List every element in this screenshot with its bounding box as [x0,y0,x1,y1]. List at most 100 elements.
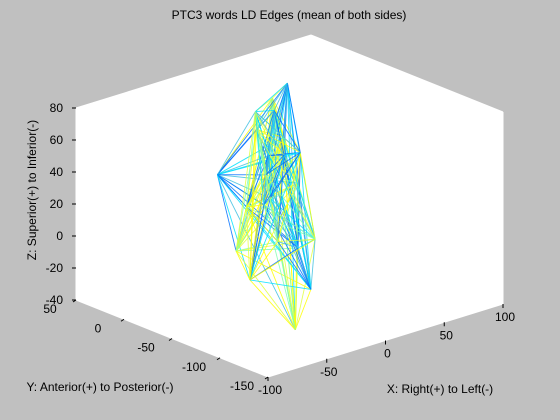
ld-edge-line [216,174,237,252]
tick-label: -100 [182,360,206,374]
ld-edge-line [235,111,256,252]
ld-edge-line [263,154,285,205]
tick-label: -50 [137,341,155,355]
ld-edge-line [265,174,316,240]
ld-edge-line [277,238,316,243]
ld-edge-line [254,111,265,205]
ld-edge-line [294,239,316,330]
ld-edge-line [249,241,279,281]
tick-label: 0 [95,321,102,335]
ld-edge-line [299,152,316,240]
ld-edge-line [265,152,301,176]
ld-edge-line [245,206,296,330]
ld-edge-line [263,174,267,205]
ld-edge-line [263,152,301,206]
ld-edge-line [277,182,299,242]
ld-edge-line [249,174,267,280]
ld-edge-line [246,206,279,242]
ld-edge-line [249,152,301,281]
tick-label: 50 [440,328,454,342]
ld-edge-line [310,239,316,290]
ld-edge-line [265,154,285,176]
ld-edge-line [256,129,285,156]
tick-label: 60 [50,133,64,147]
ld-edge-line [284,152,301,156]
ld-edge-line [277,152,301,242]
ld-edge-line [217,111,256,175]
tick-label: -50 [320,365,338,379]
y-axis-label: Y: Anterior(+) to Posterior(-) [26,380,173,394]
tick-label: 0 [56,229,63,243]
ld-edge-line [265,137,284,175]
ld-edge-line [297,152,301,249]
ld-edge-line [277,241,312,290]
ld-edge-line [249,279,296,331]
chart-title: PTC3 words LD Edges (mean of both sides) [172,8,407,22]
tick-mark [264,376,269,380]
ld-edge-line [235,206,247,252]
ld-edge-line [249,279,311,290]
ld-edge-line [256,129,316,240]
axes-box-edge [310,34,504,113]
tick-mark [120,318,125,322]
ld-edge-line [249,154,285,281]
ld-edge-line [246,152,301,208]
ld-edge-line [273,110,301,153]
ld-edge-line [256,110,275,130]
ld-edge-line [249,238,316,281]
ld-edge-line [268,155,271,199]
ld-edge-line [286,83,296,330]
ld-edge-line [263,204,279,242]
ld-edge-line [255,109,275,113]
ld-edge-line [286,83,299,184]
ld-edge-line [277,241,299,249]
ld-edge-line [254,111,316,240]
ld-edge-line [297,183,312,290]
ld-edge-line [273,82,288,111]
x-axis-label: X: Right(+) to Left(-) [387,382,493,396]
ld-edge-line [265,174,279,242]
ld-edge-line [245,111,256,208]
tick-label: -20 [46,261,64,275]
tick-label: 100 [495,310,515,324]
ld-edge-line [256,129,301,153]
tick-label: 40 [50,165,64,179]
ld-edge-line [269,110,275,199]
ld-edge-line [235,129,257,252]
tick-label: 50 [43,302,57,316]
ld-edge-line [269,197,316,240]
ld-edge-line [235,250,296,331]
ld-edge-line [249,204,265,280]
ld-edge-line [217,174,312,290]
ld-edge-line [217,82,288,175]
tick-label: -100 [258,383,282,397]
ld-edge-line [286,83,301,153]
ld-edge-line [263,204,316,240]
tick-mark [168,338,173,341]
ld-edge-line [271,97,301,153]
ld-edge-line [255,111,301,153]
ld-edge-line [283,154,316,240]
tick-label: 0 [384,347,391,361]
ld-edge-line [246,206,312,290]
ld-edge-line [254,111,267,175]
axes-box-edge [75,34,312,109]
ld-edge-line [297,152,301,184]
ld-edge-line [245,155,270,208]
ld-edge-line [246,206,316,240]
ld-edge-line [255,111,285,156]
ld-edge-line [235,82,288,252]
ld-edge-line [235,250,251,281]
ld-edge-line [217,129,257,175]
axis-ticks: -100-50050100-150-100-50050-40-200204060… [43,101,515,397]
ld-edge-line [255,82,288,112]
ld-edge-line [249,111,256,280]
edge-lines [216,82,316,331]
ld-edge-line [217,174,299,249]
tick-label: 20 [50,197,64,211]
ld-edge-line [245,110,275,208]
z-axis-label: Z: Superior(+) to Inferior(-) [25,120,39,260]
tick-label: 80 [50,101,64,115]
ld-edge-line [246,174,266,208]
